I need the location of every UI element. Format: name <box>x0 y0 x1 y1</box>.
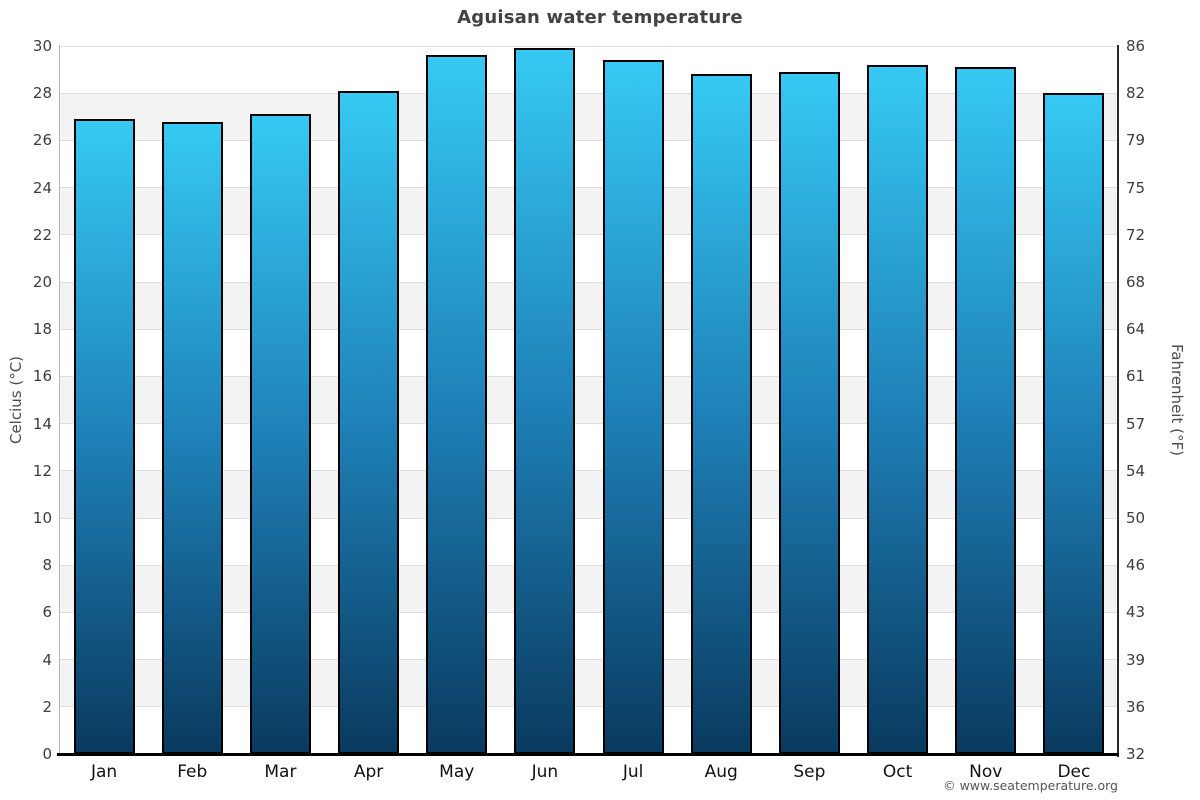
bar-oct[interactable] <box>867 64 929 754</box>
y-tick-label-c-14: 14 <box>32 414 52 433</box>
x-label-jul: Jul <box>622 762 644 782</box>
gridline <box>60 328 1118 330</box>
y-tick-label-f-61: 61 <box>1126 367 1146 386</box>
y-tick-label-f-86: 86 <box>1126 37 1146 55</box>
y-tick-label-f-75: 75 <box>1126 178 1146 197</box>
x-label-sep: Sep <box>793 762 826 782</box>
bar-jun[interactable] <box>514 48 576 754</box>
x-label-feb: Feb <box>177 762 208 782</box>
y-tick-label-f-72: 72 <box>1126 225 1146 244</box>
x-label-may: May <box>439 762 475 782</box>
gridline <box>60 659 1118 661</box>
x-label-apr: Apr <box>353 762 384 782</box>
gridline <box>60 281 1118 283</box>
y-tick-label-c-4: 4 <box>42 650 52 669</box>
grid-band <box>60 329 1118 377</box>
y-axis-title-celsius: Celcius (°C) <box>7 355 25 445</box>
grid-band <box>60 470 1118 518</box>
grid-band <box>60 423 1118 471</box>
x-label-jan: Jan <box>90 762 118 782</box>
y-tick-label-f-32: 32 <box>1126 745 1146 763</box>
grid-band <box>60 659 1118 707</box>
gridline <box>60 423 1118 425</box>
y-tick-label-f-82: 82 <box>1126 84 1146 103</box>
gridline <box>60 470 1118 472</box>
x-label-oct: Oct <box>882 762 913 782</box>
y-tick-label-f-46: 46 <box>1126 556 1146 575</box>
x-label-mar: Mar <box>264 762 297 782</box>
y-tick-label-f-79: 79 <box>1126 131 1146 150</box>
bar-jan[interactable] <box>73 119 135 754</box>
grid-band <box>60 234 1118 282</box>
y-tick-label-c-18: 18 <box>32 320 52 339</box>
y-tick-label-c-30: 30 <box>32 37 52 55</box>
x-label-jun: Jun <box>531 762 559 782</box>
y-tick-label-f-39: 39 <box>1126 650 1146 669</box>
bar-apr[interactable] <box>338 90 400 754</box>
grid-band <box>60 282 1118 330</box>
grid-band <box>60 187 1118 235</box>
grid-band <box>60 565 1118 613</box>
chart-title: Aguisan water temperature <box>457 7 743 28</box>
grid-band <box>60 93 1118 141</box>
gridline <box>60 564 1118 566</box>
plot-area <box>60 45 1118 754</box>
y-tick-label-c-26: 26 <box>32 131 52 150</box>
gridline <box>60 187 1118 189</box>
y-tick-label-c-28: 28 <box>32 84 52 103</box>
y-tick-label-f-54: 54 <box>1126 461 1146 480</box>
grid-band <box>60 518 1118 566</box>
y-axis-line-left <box>59 45 60 755</box>
bar-may[interactable] <box>426 55 488 754</box>
y-tick-label-c-8: 8 <box>42 556 52 575</box>
bar-sep[interactable] <box>778 71 840 754</box>
x-label-dec: Dec <box>1057 762 1091 782</box>
bar-aug[interactable] <box>690 74 752 754</box>
y-tick-label-c-0: 0 <box>42 745 52 763</box>
grid-band <box>60 612 1118 660</box>
gridline <box>60 92 1118 94</box>
y-tick-label-f-36: 36 <box>1126 697 1146 716</box>
grid-band <box>60 376 1118 424</box>
y-tick-label-c-22: 22 <box>32 225 52 244</box>
gridline <box>60 517 1118 519</box>
gridline <box>60 45 1118 47</box>
credit-link[interactable]: © www.seatemperature.org <box>943 778 1118 793</box>
gridline <box>60 706 1118 708</box>
x-axis-line-bottom <box>57 753 1119 756</box>
bar-feb[interactable] <box>161 121 223 754</box>
bar-nov[interactable] <box>955 67 1017 754</box>
gridline <box>60 234 1118 236</box>
y-tick-label-c-12: 12 <box>32 461 52 480</box>
gridline <box>60 139 1118 141</box>
y-axis-line-right <box>1117 45 1119 757</box>
grid-band <box>60 706 1118 754</box>
gridline <box>60 375 1118 377</box>
bar-jul[interactable] <box>602 60 664 754</box>
bar-dec[interactable] <box>1043 93 1105 754</box>
y-tick-label-f-43: 43 <box>1126 603 1146 622</box>
y-axis-title-fahrenheit: Fahrenheit (°F) <box>1168 344 1186 456</box>
gridline <box>60 611 1118 613</box>
y-tick-label-c-2: 2 <box>42 697 52 716</box>
x-label-nov: Nov <box>969 762 1003 782</box>
y-tick-label-f-57: 57 <box>1126 414 1146 433</box>
y-tick-label-c-16: 16 <box>32 367 52 386</box>
y-tick-label-c-10: 10 <box>32 509 52 527</box>
x-label-aug: Aug <box>704 762 738 782</box>
grid-band <box>60 140 1118 188</box>
y-tick-label-f-68: 68 <box>1126 273 1146 291</box>
y-tick-label-c-20: 20 <box>32 273 52 291</box>
y-tick-label-f-64: 64 <box>1126 320 1146 339</box>
bar-mar[interactable] <box>249 114 311 754</box>
y-tick-label-c-24: 24 <box>32 178 52 197</box>
grid-band <box>60 46 1118 94</box>
y-tick-label-c-6: 6 <box>42 603 52 622</box>
y-tick-label-f-50: 50 <box>1126 509 1146 527</box>
